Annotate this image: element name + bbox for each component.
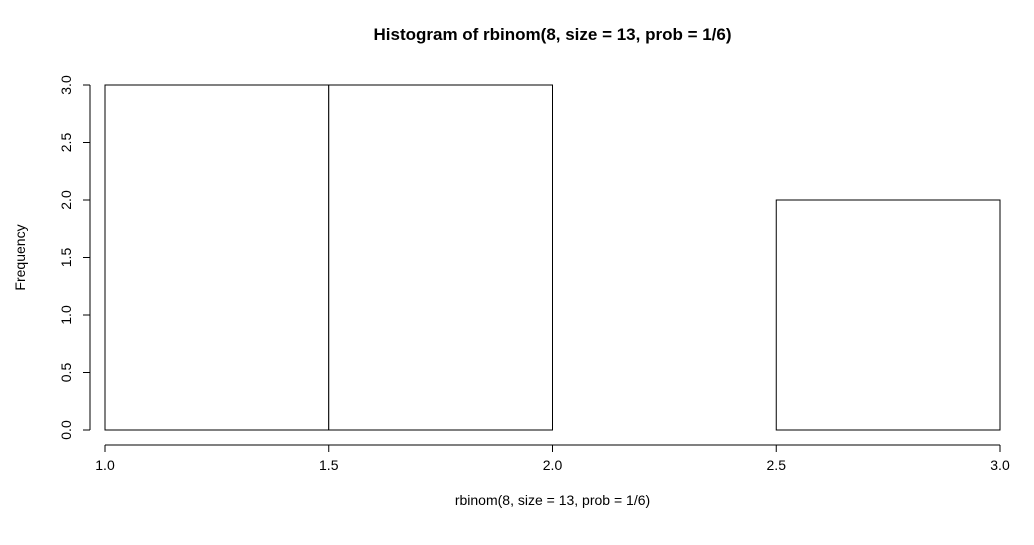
- y-tick-label: 2.0: [58, 190, 74, 210]
- y-tick-label: 1.0: [58, 305, 74, 325]
- y-tick-label: 0.5: [58, 363, 74, 383]
- y-tick-label: 3.0: [58, 75, 74, 95]
- x-tick-label: 1.0: [95, 457, 115, 473]
- chart-title: Histogram of rbinom(8, size = 13, prob =…: [373, 25, 731, 44]
- y-axis-label: Frequency: [12, 224, 28, 290]
- x-tick-label: 1.5: [319, 457, 339, 473]
- x-axis-label: rbinom(8, size = 13, prob = 1/6): [455, 492, 650, 508]
- histogram-bar: [776, 200, 1000, 430]
- x-tick-label: 3.0: [990, 457, 1010, 473]
- y-tick-label: 2.5: [58, 133, 74, 153]
- histogram-plot: Histogram of rbinom(8, size = 13, prob =…: [0, 0, 1034, 545]
- histogram-bar: [105, 85, 329, 430]
- histogram-bar: [329, 85, 553, 430]
- x-tick-label: 2.5: [767, 457, 787, 473]
- y-tick-label: 1.5: [58, 248, 74, 268]
- x-tick-label: 2.0: [543, 457, 563, 473]
- y-tick-label: 0.0: [58, 420, 74, 440]
